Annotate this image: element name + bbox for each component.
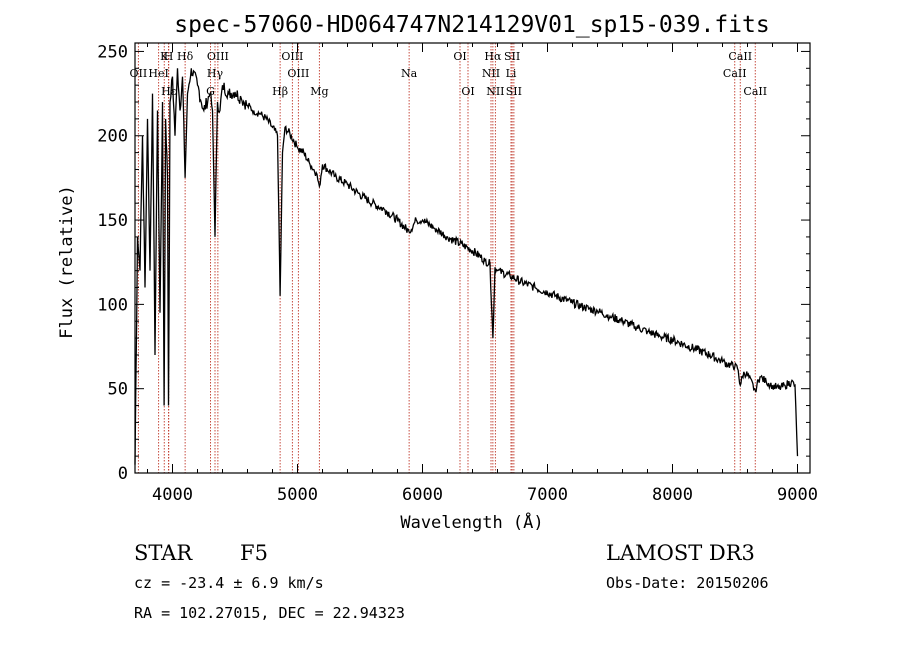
line-label-15: OI [461, 85, 474, 98]
line-label-12: Mg [310, 85, 328, 98]
x-axis-ticks: 4000 5000 6000 7000 8000 9000 [147, 43, 818, 505]
spectral-line-markers [137, 43, 756, 473]
y-tick-label: 250 [97, 42, 128, 62]
redshift-velocity: cz = -23.4 ± 6.9 km/s [134, 574, 324, 592]
observation-date: Obs-Date: 20150206 [606, 574, 769, 592]
y-tick-label: 200 [97, 127, 128, 147]
y-axis-label: Flux (relative) [57, 185, 77, 339]
x-tick-label: 8000 [652, 485, 693, 505]
line-label-4: HeI [148, 67, 168, 80]
line-label-8: G [206, 85, 215, 98]
line-label-11: Hβ [272, 85, 288, 98]
spectral-subclass: F5 [240, 541, 268, 565]
spectrum-line [134, 68, 799, 465]
y-tick-label: 50 [108, 380, 128, 400]
line-label-19: SII [504, 50, 520, 63]
line-label-14: OI [453, 50, 466, 63]
object-class: STAR [134, 541, 193, 565]
line-label-6: OIII [207, 50, 229, 63]
line-label-5: Hε [161, 85, 177, 98]
line-label-22: CaII [728, 50, 752, 63]
line-label-17: NII [482, 67, 500, 80]
y-tick-label: 100 [97, 295, 128, 315]
line-label-2: H [164, 50, 174, 63]
line-label-21: SII [506, 85, 522, 98]
line-label-13: Na [401, 67, 418, 80]
coordinates: RA = 102.27015, DEC = 22.94323 [134, 604, 405, 622]
x-tick-label: 9000 [777, 485, 818, 505]
y-tick-label: 150 [97, 211, 128, 231]
line-label-9: OIII [281, 50, 303, 63]
y-tick-label: 0 [118, 464, 128, 484]
x-tick-label: 5000 [277, 485, 318, 505]
line-label-23: CaII [723, 67, 747, 80]
line-label-20: Li [506, 67, 517, 80]
plot-frame [134, 42, 811, 474]
line-label-24: CaII [743, 85, 767, 98]
line-label-3: OII [130, 67, 148, 80]
x-tick-label: 7000 [527, 485, 568, 505]
line-label-10: OIII [287, 67, 309, 80]
line-label-1: K [160, 50, 169, 63]
x-tick-label: 4000 [152, 485, 193, 505]
line-label-16: Hα [484, 50, 502, 63]
x-axis-label: Wavelength (Å) [400, 511, 543, 533]
line-label-7: Hγ [207, 67, 224, 80]
line-label-18: NII [486, 85, 504, 98]
y-axis-ticks: 0 50 100 150 200 250 [97, 42, 810, 484]
x-tick-label: 6000 [402, 485, 443, 505]
line-label-0: Hδ [177, 50, 194, 63]
spectral-line-labels: Hδ KH OII HeI Hε OIII Hγ G OIII OIII Hβ Mg Na OI OI Hα N… [130, 50, 768, 98]
survey-name: LAMOST DR3 [606, 541, 755, 565]
chart-title: spec-57060-HD064747N214129V01_sp15-039.f… [174, 12, 769, 38]
